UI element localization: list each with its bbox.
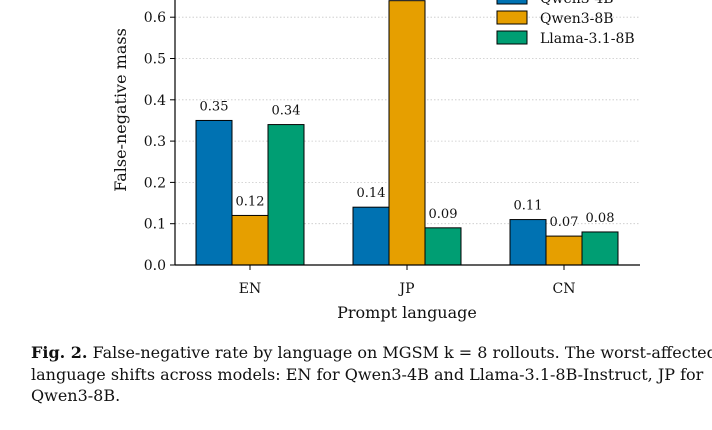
y-tick-label: 0.4 [144, 93, 166, 109]
data-label: 0.12 [236, 194, 265, 209]
legend-swatch [496, 0, 528, 5]
caption-line-3: Qwen3-8B. [31, 386, 121, 405]
caption-line-2: language shifts across models: EN for Qw… [31, 364, 704, 384]
bar [424, 227, 462, 266]
bar [195, 119, 233, 266]
x-tick-label: JP [397, 281, 414, 297]
chart: 0.0 0.1 0.2 0.3 0.4 0.5 0.6 0.35 0.14 0.11 0.12 0.0… [111, 0, 640, 322]
data-label: 0.14 [357, 186, 386, 201]
caption-line-1: Fig. 2. False-negative rate by language … [31, 342, 712, 364]
bar [581, 231, 619, 266]
y-tick-label: 0.1 [144, 217, 166, 233]
data-label: 0.07 [550, 215, 579, 230]
legend-label: Qwen3-4B [540, 0, 614, 7]
data-label: 0.09 [429, 207, 458, 222]
x-tick-label: CN [553, 281, 576, 297]
data-label: 0.11 [514, 199, 543, 214]
bar [509, 219, 547, 266]
y-tick-label: 0.3 [144, 134, 166, 150]
legend-label: Qwen3-8B [540, 11, 614, 27]
bar [267, 124, 305, 266]
caption-label: Fig. 2. [31, 343, 88, 362]
data-label: 0.08 [586, 211, 615, 226]
figure-caption: Fig. 2. False-negative rate by language … [31, 342, 712, 407]
bar [352, 206, 390, 266]
caption-text-1: False-negative rate by language on MGSM … [92, 343, 712, 362]
y-axis-title: False-negative mass [111, 28, 130, 192]
y-tick-label: 0.6 [144, 10, 166, 26]
bar [545, 235, 583, 266]
x-axis-title: Prompt language [337, 303, 477, 322]
data-label: 0.35 [200, 99, 229, 114]
bar [388, 0, 426, 266]
y-tick-label: 0.5 [144, 52, 166, 68]
y-tick-label: 0.2 [144, 175, 166, 191]
bar [231, 214, 269, 266]
y-tick-label: 0.0 [144, 258, 166, 274]
legend-swatch [496, 30, 528, 45]
data-label: 0.34 [272, 104, 301, 119]
legend-label: Llama-3.1-8B [540, 31, 635, 47]
x-tick-label: EN [239, 281, 261, 297]
legend-swatch [496, 10, 528, 25]
